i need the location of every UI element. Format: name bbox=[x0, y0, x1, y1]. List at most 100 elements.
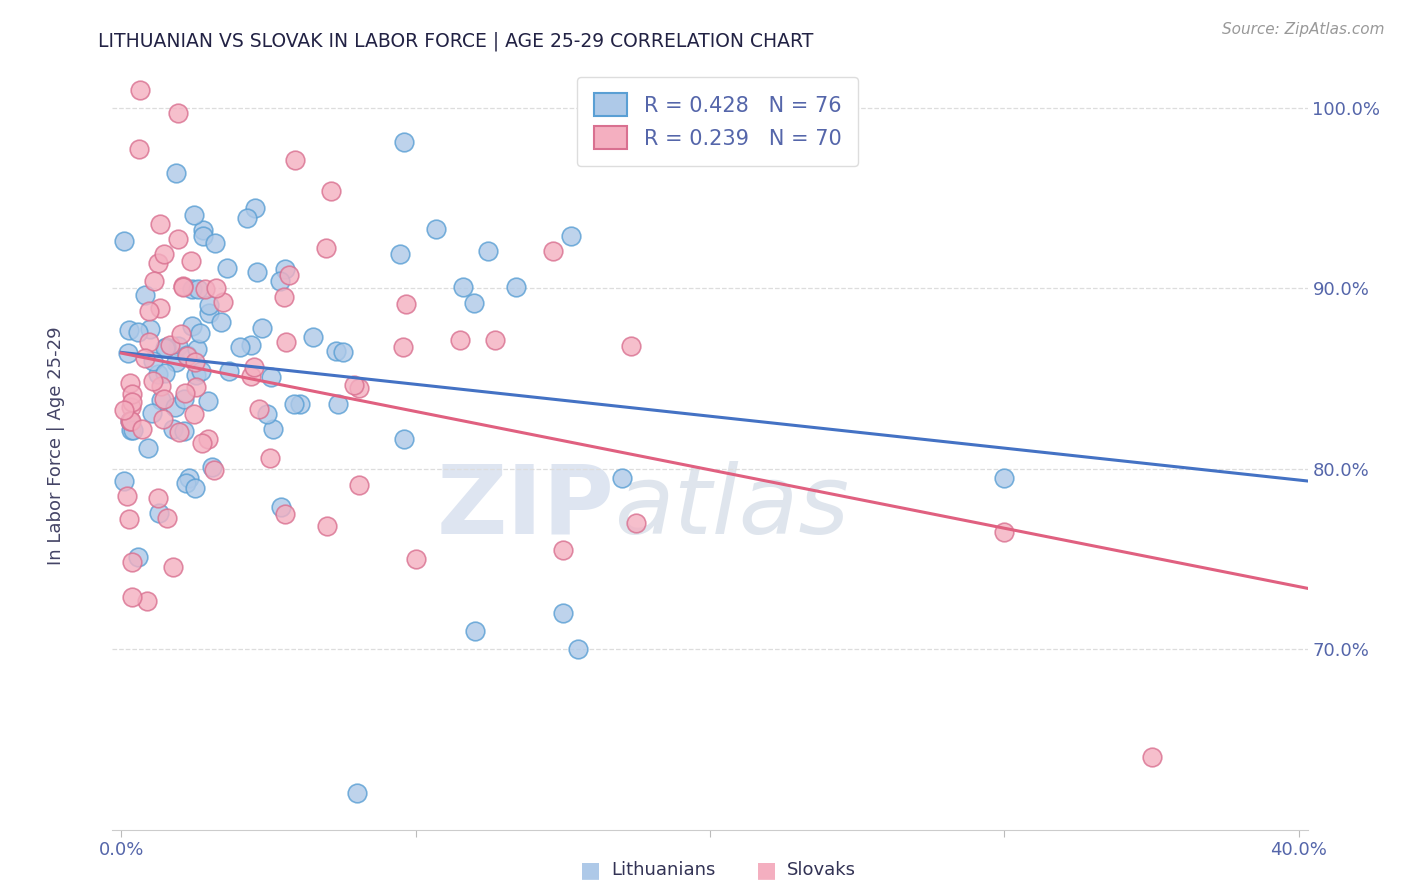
Point bbox=[451, 280, 474, 294]
Point bbox=[127, 549, 149, 564]
Point bbox=[273, 290, 295, 304]
Point bbox=[626, 516, 648, 530]
Point bbox=[146, 491, 169, 505]
Point bbox=[560, 228, 582, 243]
Point bbox=[328, 397, 350, 411]
Point bbox=[173, 424, 195, 438]
Point bbox=[118, 414, 141, 428]
Point bbox=[150, 392, 173, 407]
Point bbox=[167, 425, 190, 440]
Point bbox=[128, 142, 150, 156]
Point bbox=[148, 256, 170, 270]
Point bbox=[256, 407, 278, 421]
Point bbox=[165, 355, 187, 369]
Point bbox=[567, 642, 589, 657]
Text: ZIP: ZIP bbox=[436, 461, 614, 554]
Point bbox=[181, 282, 204, 296]
Point bbox=[156, 511, 179, 525]
Point bbox=[181, 318, 204, 333]
Point bbox=[551, 542, 574, 557]
Text: In Labor Force | Age 25-29: In Labor Force | Age 25-29 bbox=[48, 326, 65, 566]
Point bbox=[121, 555, 143, 569]
Point bbox=[505, 280, 527, 294]
Point bbox=[218, 364, 240, 378]
Point bbox=[316, 519, 339, 533]
Point bbox=[484, 333, 506, 347]
Point bbox=[183, 407, 205, 421]
Point bbox=[187, 282, 209, 296]
Point bbox=[163, 401, 186, 415]
Point bbox=[167, 232, 190, 246]
Point bbox=[120, 414, 142, 428]
Point bbox=[180, 254, 202, 268]
Point bbox=[620, 339, 643, 353]
Point bbox=[551, 606, 574, 620]
Point bbox=[346, 787, 368, 801]
Point bbox=[117, 346, 139, 360]
Point bbox=[392, 136, 415, 150]
Point bbox=[315, 241, 337, 255]
Point bbox=[121, 395, 143, 409]
Point bbox=[129, 83, 152, 97]
Point bbox=[209, 315, 232, 329]
Point bbox=[183, 208, 205, 222]
Point bbox=[391, 340, 413, 354]
Point bbox=[405, 551, 427, 566]
Point bbox=[262, 422, 284, 436]
Text: atlas: atlas bbox=[614, 461, 849, 554]
Text: Source: ZipAtlas.com: Source: ZipAtlas.com bbox=[1222, 22, 1385, 37]
Point bbox=[197, 306, 219, 320]
Point bbox=[477, 244, 499, 258]
Point bbox=[148, 506, 170, 520]
Point bbox=[149, 217, 172, 231]
Point bbox=[184, 355, 207, 369]
Point bbox=[425, 221, 447, 235]
Point bbox=[184, 368, 207, 382]
Point bbox=[190, 364, 212, 378]
Point bbox=[134, 287, 156, 301]
Point bbox=[288, 397, 311, 411]
Text: ■: ■ bbox=[756, 860, 776, 880]
Point bbox=[115, 489, 138, 503]
Point bbox=[121, 423, 143, 437]
Point bbox=[259, 450, 281, 465]
Point bbox=[229, 340, 252, 354]
Point bbox=[118, 376, 141, 391]
Point bbox=[236, 211, 259, 225]
Point bbox=[162, 560, 184, 574]
Point bbox=[283, 397, 305, 411]
Point bbox=[202, 463, 225, 477]
Text: Lithuanians: Lithuanians bbox=[612, 861, 716, 879]
Point bbox=[141, 406, 163, 420]
Point bbox=[138, 321, 160, 335]
Point bbox=[152, 412, 174, 426]
Point bbox=[121, 387, 143, 401]
Text: ■: ■ bbox=[581, 860, 600, 880]
Point bbox=[173, 392, 195, 406]
Point bbox=[245, 265, 267, 279]
Point bbox=[138, 303, 160, 318]
Point bbox=[153, 247, 176, 261]
Point bbox=[142, 353, 165, 368]
Point bbox=[188, 326, 211, 340]
Point bbox=[247, 401, 270, 416]
Point bbox=[112, 474, 135, 488]
Point bbox=[240, 369, 263, 384]
Point bbox=[394, 432, 416, 446]
Point bbox=[118, 512, 141, 526]
Point bbox=[269, 274, 291, 288]
Point bbox=[172, 279, 194, 293]
Point bbox=[143, 274, 166, 288]
Point bbox=[149, 378, 172, 392]
Point bbox=[321, 184, 343, 198]
Point bbox=[993, 524, 1015, 539]
Point bbox=[176, 348, 198, 362]
Point bbox=[191, 228, 214, 243]
Point bbox=[166, 339, 188, 353]
Point bbox=[159, 338, 181, 352]
Point bbox=[349, 381, 371, 395]
Point bbox=[153, 366, 176, 380]
Point bbox=[205, 281, 228, 295]
Point bbox=[242, 359, 264, 374]
Point bbox=[245, 201, 267, 215]
